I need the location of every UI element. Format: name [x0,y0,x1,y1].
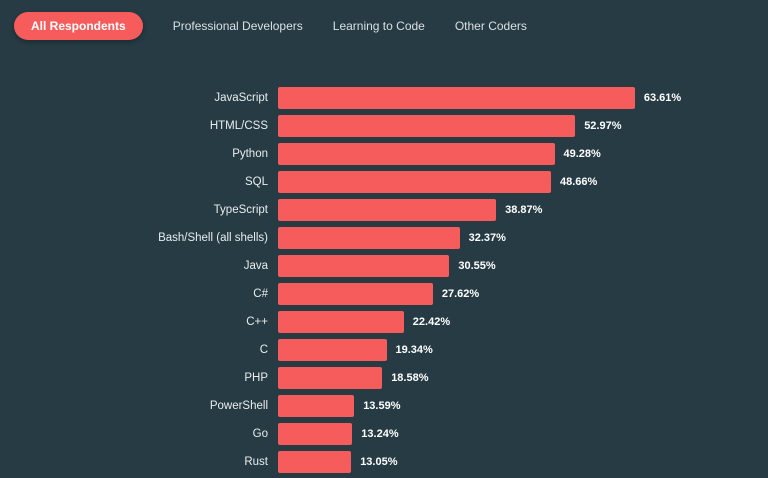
bar-label: PowerShell [209,400,268,412]
bar-label: Go [252,428,268,440]
tab-label: All Respondents [31,19,126,33]
chart-row: HTML/CSS 52.97% [0,112,768,140]
bar-track: 63.61% [278,87,768,109]
bar-track: 32.37% [278,227,768,249]
bar [278,143,555,165]
chart-row: SQL 48.66% [0,168,768,196]
bar [278,367,383,389]
bar [278,87,635,109]
chart-row: JavaScript 63.61% [0,84,768,112]
bar-label: C [259,344,268,356]
bar-value: 13.05% [360,456,398,468]
chart-row: Rust 13.05% [0,448,768,476]
bar-label: Python [232,148,268,160]
bar-value: 32.37% [468,232,506,244]
chart-row: TypeScript 38.87% [0,196,768,224]
bar [278,199,497,221]
bar [278,255,450,277]
bar-track: 13.05% [278,451,768,473]
chart-row: C 19.34% [0,336,768,364]
bar-track: 49.28% [278,143,768,165]
bar [278,171,551,193]
bar [278,227,460,249]
bar-value: 19.34% [395,344,433,356]
bar-track: 30.55% [278,255,768,277]
bar-value: 48.66% [560,176,598,188]
bar-label: Java [243,260,268,272]
bar [278,451,352,473]
bar-track: 13.24% [278,423,768,445]
bar-value: 38.87% [505,204,543,216]
bar [278,423,353,445]
tab-bar: All Respondents Professional Developers … [0,0,768,40]
bar-track: 22.42% [278,311,768,333]
tab-other-coders[interactable]: Other Coders [455,13,527,39]
bar-track: 38.87% [278,199,768,221]
chart-row: PowerShell 13.59% [0,392,768,420]
tab-label: Other Coders [454,19,527,33]
tab-learning-to-code[interactable]: Learning to Code [333,13,425,39]
bar [278,311,404,333]
bar-track: 13.59% [278,395,768,417]
bar [278,395,355,417]
bar-label: PHP [244,372,268,384]
tab-all-respondents[interactable]: All Respondents [14,12,143,40]
bar-track: 19.34% [278,339,768,361]
bar-label: C++ [246,316,268,328]
bar-track: 18.58% [278,367,768,389]
chart-row: Python 49.28% [0,140,768,168]
chart-row: C# 27.62% [0,280,768,308]
bar-value: 27.62% [441,288,480,300]
bar [278,283,433,305]
bar-value: 63.61% [643,92,682,104]
bar-track: 27.62% [278,283,768,305]
bar-label: TypeScript [213,204,268,216]
chart-row: Go 13.24% [0,420,768,448]
bar-value: 52.97% [584,120,622,132]
bar-value: 22.42% [412,316,451,328]
tab-label: Professional Developers [172,19,303,33]
chart-row: C++ 22.42% [0,308,768,336]
bar-label: Bash/Shell (all shells) [158,232,268,244]
bar-value: 13.24% [361,428,399,440]
bar-value: 49.28% [563,148,601,160]
bar-chart: JavaScript 63.61% HTML/CSS 52.97% Python… [0,84,768,476]
bar-value: 18.58% [391,372,429,384]
chart-row: Bash/Shell (all shells) 32.37% [0,224,768,252]
tab-professional-developers[interactable]: Professional Developers [173,13,303,39]
bar-label: SQL [244,176,268,188]
bar [278,339,387,361]
chart-row: PHP 18.58% [0,364,768,392]
bar-value: 13.59% [363,400,401,412]
bar-label: JavaScript [214,92,268,104]
bar [278,115,576,137]
chart-row: Java 30.55% [0,252,768,280]
bar-track: 52.97% [278,115,768,137]
bar-label: HTML/CSS [209,120,268,132]
bar-value: 30.55% [458,260,496,272]
bar-label: Rust [244,456,268,468]
tab-label: Learning to Code [332,19,425,33]
bar-track: 48.66% [278,171,768,193]
bar-label: C# [253,288,268,300]
